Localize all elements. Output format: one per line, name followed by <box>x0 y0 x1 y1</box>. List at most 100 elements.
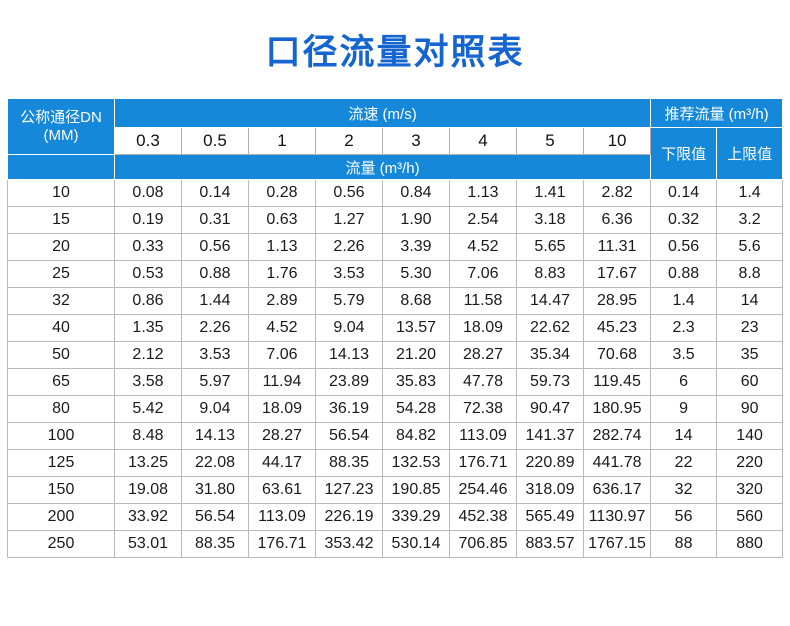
flow-value-cell: 1.13 <box>248 233 316 261</box>
flow-value-cell: 1.27 <box>315 206 383 234</box>
table-row: 20 0.33 0.56 1.13 2.26 3.39 4.52 5.65 11.31 0.56 5… <box>7 233 784 261</box>
upper-limit-cell: 14 <box>716 287 784 315</box>
lower-limit-cell: 56 <box>650 503 718 531</box>
flow-value-cell: 282.74 <box>582 422 652 450</box>
dn-value-cell: 80 <box>7 395 115 423</box>
lower-limit-cell: 0.14 <box>650 179 718 207</box>
flow-value-cell: 530.14 <box>382 530 450 558</box>
flow-value-cell: 339.29 <box>382 503 450 531</box>
flow-value-cell: 176.71 <box>449 449 517 477</box>
dn-value-cell: 40 <box>7 314 115 342</box>
flow-value-cell: 0.84 <box>382 179 450 207</box>
dn-header-unit: (MM) <box>43 126 79 144</box>
flow-value-cell: 226.19 <box>315 503 383 531</box>
flow-value-cell: 4.52 <box>248 314 316 342</box>
table-row: 40 1.35 2.26 4.52 9.04 13.57 18.09 22.62 45.23 2.… <box>7 314 784 342</box>
flow-value-cell: 36.19 <box>315 395 383 423</box>
flow-value-cell: 59.73 <box>516 368 584 396</box>
flow-value-cell: 8.68 <box>382 287 450 315</box>
flow-value-cell: 5.79 <box>315 287 383 315</box>
flow-value-cell: 22.08 <box>181 449 249 477</box>
lower-limit-cell: 0.32 <box>650 206 718 234</box>
flow-value-cell: 84.82 <box>382 422 450 450</box>
velocity-col-header: 3 <box>382 127 450 155</box>
flow-value-cell: 14.13 <box>181 422 249 450</box>
upper-limit-cell: 35 <box>716 341 784 369</box>
flow-value-cell: 2.82 <box>582 179 652 207</box>
flow-value-cell: 113.09 <box>449 422 517 450</box>
velocity-col-header: 2 <box>315 127 383 155</box>
flow-value-cell: 2.89 <box>248 287 316 315</box>
recommended-flow-group-header: 推荐流量 (m³/h) <box>650 98 784 128</box>
dn-value-cell: 10 <box>7 179 115 207</box>
flow-value-cell: 1.76 <box>248 260 316 288</box>
table-row: 250 53.01 88.35 176.71 353.42 530.14 706.85 883… <box>7 530 784 558</box>
flow-value-cell: 1.41 <box>516 179 584 207</box>
velocity-group-header: 流速 (m/s) <box>113 98 652 128</box>
flow-value-cell: 18.09 <box>449 314 517 342</box>
table-row: 150 19.08 31.80 63.61 127.23 190.85 254.46 318.… <box>7 476 784 504</box>
table-header: 公称通径DN (MM) 流速 (m/s) 推荐流量 (m³/h) 0.3 0.5… <box>7 98 784 180</box>
flow-value-cell: 1.35 <box>114 314 182 342</box>
dn-header: 公称通径DN (MM) <box>7 98 115 155</box>
lower-limit-cell: 6 <box>650 368 718 396</box>
flow-value-cell: 0.19 <box>114 206 182 234</box>
lower-limit-cell: 32 <box>650 476 718 504</box>
flow-value-cell: 1130.97 <box>582 503 652 531</box>
flow-value-cell: 7.06 <box>449 260 517 288</box>
table-row: 32 0.86 1.44 2.89 5.79 8.68 11.58 14.47 28.95 1.4… <box>7 287 784 315</box>
flow-value-cell: 56.54 <box>181 503 249 531</box>
flow-value-cell: 28.27 <box>248 422 316 450</box>
flow-value-cell: 11.31 <box>582 233 652 261</box>
flow-value-cell: 31.80 <box>181 476 249 504</box>
flow-value-cell: 706.85 <box>449 530 517 558</box>
flow-value-cell: 9.04 <box>181 395 249 423</box>
flow-value-cell: 35.83 <box>382 368 450 396</box>
flow-comparison-table: 公称通径DN (MM) 流速 (m/s) 推荐流量 (m³/h) 0.3 0.5… <box>7 98 784 558</box>
flow-value-cell: 2.12 <box>114 341 182 369</box>
flow-value-cell: 5.97 <box>181 368 249 396</box>
flow-value-cell: 0.56 <box>315 179 383 207</box>
table-row: 65 3.58 5.97 11.94 23.89 35.83 47.78 59.73 119.4… <box>7 368 784 396</box>
flow-value-cell: 883.57 <box>516 530 584 558</box>
flow-value-cell: 318.09 <box>516 476 584 504</box>
flow-value-cell: 190.85 <box>382 476 450 504</box>
flow-value-cell: 7.06 <box>248 341 316 369</box>
flow-value-cell: 1767.15 <box>582 530 652 558</box>
lower-limit-cell: 14 <box>650 422 718 450</box>
dn-value-cell: 250 <box>7 530 115 558</box>
dn-value-cell: 32 <box>7 287 115 315</box>
flow-value-cell: 0.28 <box>248 179 316 207</box>
upper-limit-cell: 880 <box>716 530 784 558</box>
upper-limit-cell: 320 <box>716 476 784 504</box>
flow-value-cell: 0.33 <box>114 233 182 261</box>
header-row-groups: 公称通径DN (MM) 流速 (m/s) 推荐流量 (m³/h) <box>7 98 784 155</box>
dn-value-cell: 150 <box>7 476 115 504</box>
dn-header-filler <box>7 154 115 180</box>
header-row-velocities: 0.3 0.5 1 2 3 4 5 10 下限值 上限值 <box>8 127 784 180</box>
upper-limit-cell: 5.6 <box>716 233 784 261</box>
flow-value-cell: 0.88 <box>181 260 249 288</box>
table-row: 50 2.12 3.53 7.06 14.13 21.20 28.27 35.34 70.68 3… <box>7 341 784 369</box>
table-body: 10 0.08 0.14 0.28 0.56 0.84 1.13 1.41 2.82 0.14 1.… <box>7 179 784 558</box>
flow-value-cell: 35.34 <box>516 341 584 369</box>
flow-value-cell: 1.13 <box>449 179 517 207</box>
flow-value-cell: 127.23 <box>315 476 383 504</box>
lower-limit-cell: 2.3 <box>650 314 718 342</box>
flow-value-cell: 11.58 <box>449 287 517 315</box>
flow-value-cell: 70.68 <box>582 341 652 369</box>
table-row: 15 0.19 0.31 0.63 1.27 1.90 2.54 3.18 6.36 0.32 3.… <box>7 206 784 234</box>
lower-limit-cell: 88 <box>650 530 718 558</box>
flow-value-cell: 33.92 <box>114 503 182 531</box>
flow-value-cell: 176.71 <box>248 530 316 558</box>
upper-limit-cell: 90 <box>716 395 784 423</box>
flow-value-cell: 14.13 <box>315 341 383 369</box>
flow-value-cell: 8.83 <box>516 260 584 288</box>
lower-limit-cell: 9 <box>650 395 718 423</box>
flow-value-cell: 565.49 <box>516 503 584 531</box>
upper-limit-cell: 3.2 <box>716 206 784 234</box>
dn-value-cell: 50 <box>7 341 115 369</box>
dn-value-cell: 65 <box>7 368 115 396</box>
flow-value-cell: 88.35 <box>181 530 249 558</box>
flow-value-cell: 88.35 <box>315 449 383 477</box>
